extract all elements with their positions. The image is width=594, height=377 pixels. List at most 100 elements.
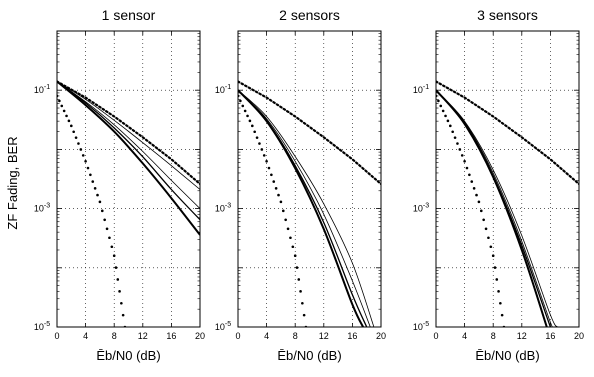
series-point bbox=[437, 99, 440, 103]
series-point bbox=[274, 187, 278, 190]
x-axis-label: Ēb/N0 (dB) bbox=[277, 348, 341, 363]
panel-3: 0 4 8 12 16 20 10-5 10-3 10-1 3 sensors Ēb/N0 (dB) bbox=[413, 7, 584, 363]
series-point bbox=[482, 218, 485, 222]
series-point bbox=[248, 119, 252, 123]
axes-frame bbox=[435, 30, 580, 328]
series-point bbox=[277, 193, 280, 197]
x-tick-label: 16 bbox=[347, 331, 357, 341]
series-point bbox=[81, 154, 85, 157]
series-point bbox=[286, 227, 290, 231]
series-line-thin bbox=[57, 81, 200, 209]
series-point bbox=[304, 325, 308, 327]
series-line-thin bbox=[238, 89, 375, 327]
series-point bbox=[293, 254, 297, 258]
series-point bbox=[70, 124, 73, 128]
series-point bbox=[238, 94, 240, 98]
y-tick-label: 10-1 bbox=[34, 84, 50, 95]
series-point bbox=[74, 136, 78, 139]
series-point bbox=[472, 187, 476, 190]
series-point bbox=[500, 313, 504, 317]
figure-ylabel: ZF Fading, BER bbox=[5, 136, 20, 229]
series-point bbox=[475, 193, 478, 197]
series-point bbox=[477, 200, 481, 204]
series-point bbox=[118, 290, 121, 293]
series-point bbox=[295, 266, 299, 269]
series-line-thin bbox=[57, 81, 200, 190]
series-point bbox=[110, 245, 114, 249]
series-point bbox=[93, 187, 97, 190]
series-point bbox=[116, 278, 120, 281]
series-point bbox=[79, 148, 83, 151]
panel-2: 0 4 8 12 16 20 10-5 10-3 10-1 2 sensors Ēb/N0 (dB) bbox=[215, 7, 386, 363]
series-point bbox=[284, 218, 287, 222]
series-point bbox=[441, 109, 445, 113]
series-point bbox=[84, 159, 87, 163]
series-point bbox=[243, 109, 247, 113]
series-point bbox=[281, 209, 285, 213]
series-point bbox=[57, 94, 59, 98]
series-point bbox=[451, 130, 454, 134]
series-point bbox=[105, 227, 109, 231]
series-group bbox=[238, 80, 381, 327]
x-axis-label: Ēb/N0 (dB) bbox=[475, 348, 539, 363]
series-point bbox=[251, 124, 254, 128]
series-point bbox=[241, 104, 245, 108]
series-point bbox=[62, 109, 66, 113]
series-group bbox=[57, 80, 200, 327]
series-point bbox=[495, 278, 499, 281]
series-point bbox=[123, 325, 127, 327]
series-point bbox=[86, 166, 90, 170]
y-tick-label: 10-3 bbox=[215, 203, 231, 214]
series-point bbox=[487, 236, 490, 240]
axes-frame bbox=[56, 30, 201, 328]
x-tick-label: 12 bbox=[319, 331, 329, 341]
series-line-reference bbox=[436, 80, 579, 186]
series-point bbox=[465, 166, 469, 170]
series-point bbox=[108, 236, 111, 240]
y-tick-label: 10-5 bbox=[413, 321, 429, 332]
y-tick-label: 10-5 bbox=[215, 321, 231, 332]
series-point bbox=[302, 313, 306, 317]
series-point bbox=[497, 290, 500, 293]
x-tick-label: 4 bbox=[462, 331, 467, 341]
x-tick-label: 8 bbox=[293, 331, 298, 341]
series-line-reference bbox=[238, 80, 381, 186]
series-point bbox=[255, 136, 259, 139]
series-point bbox=[267, 166, 271, 170]
y-tick-label: 10-3 bbox=[413, 203, 429, 214]
series-line-medium bbox=[57, 80, 200, 221]
series-point bbox=[246, 114, 249, 118]
x-tick-label: 16 bbox=[545, 331, 555, 341]
series-point bbox=[239, 99, 242, 103]
series-point bbox=[58, 99, 61, 103]
series-point bbox=[120, 301, 123, 305]
series-point bbox=[463, 159, 466, 163]
series-point bbox=[260, 148, 264, 151]
series-point bbox=[100, 209, 104, 213]
series-point bbox=[453, 136, 457, 139]
series-point bbox=[262, 154, 266, 157]
series-point bbox=[98, 200, 102, 204]
x-tick-label: 20 bbox=[376, 331, 386, 341]
y-tick-label: 10-1 bbox=[215, 84, 231, 95]
series-point bbox=[493, 266, 497, 269]
y-tick-label: 10-3 bbox=[34, 203, 50, 214]
series-point bbox=[499, 301, 502, 305]
x-tick-label: 0 bbox=[433, 331, 438, 341]
panel-title: 2 sensors bbox=[279, 7, 340, 23]
series-point bbox=[299, 290, 302, 293]
series-point bbox=[502, 325, 506, 327]
series-point bbox=[297, 278, 301, 281]
x-tick-label: 12 bbox=[517, 331, 527, 341]
series-point bbox=[446, 119, 450, 123]
x-tick-label: 20 bbox=[574, 331, 584, 341]
panel-title: 3 sensors bbox=[477, 7, 538, 23]
series-point bbox=[114, 266, 118, 269]
series-point bbox=[91, 180, 95, 183]
series-point bbox=[96, 193, 99, 197]
x-tick-label: 4 bbox=[83, 331, 88, 341]
series-line-thick bbox=[238, 89, 365, 327]
series-line-thick bbox=[436, 89, 548, 327]
series-point bbox=[291, 245, 295, 249]
series-point bbox=[468, 173, 471, 177]
